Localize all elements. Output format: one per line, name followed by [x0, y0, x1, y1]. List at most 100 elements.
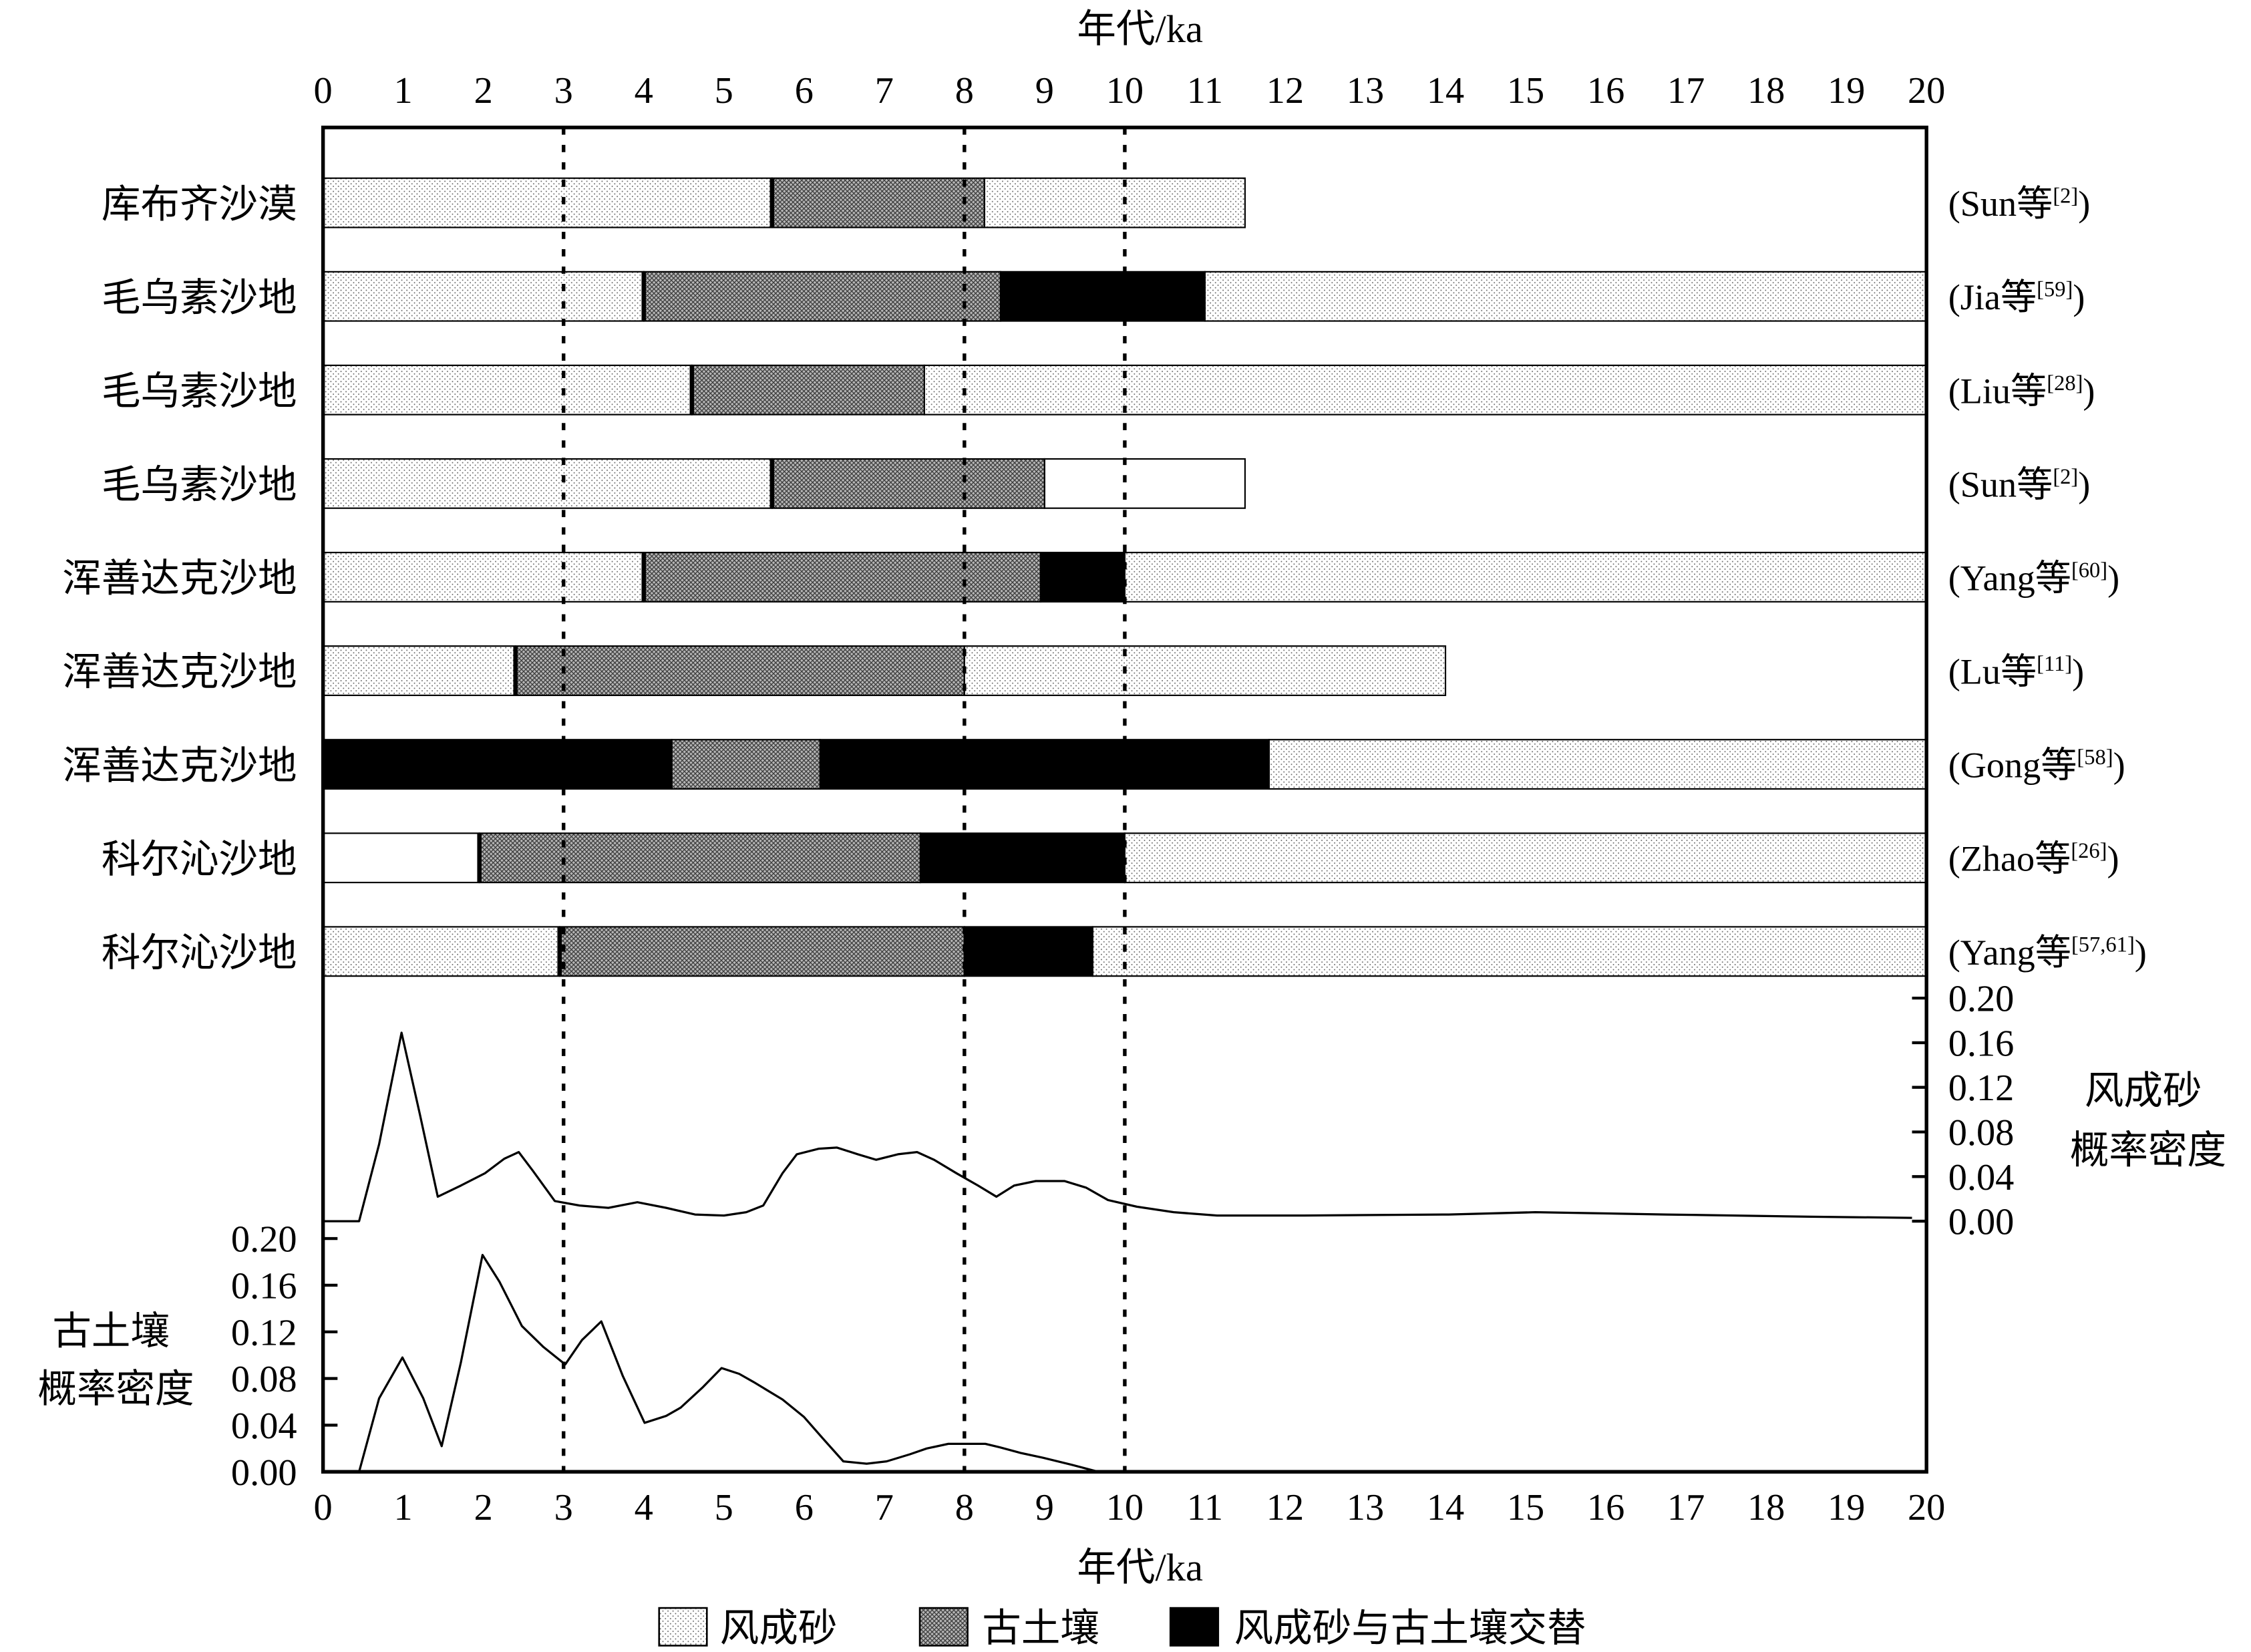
citation-author: (Yang等	[1948, 558, 2071, 598]
legend-swatch-paleosol	[918, 1607, 969, 1647]
top-x-tick-label: 7	[875, 70, 894, 112]
bar-segment	[322, 739, 673, 790]
bar-segment	[963, 926, 1093, 977]
citation-ref: [28]	[2047, 371, 2083, 395]
axes-layer: 0011223344556677889910101111121213131414…	[231, 70, 2014, 1528]
bar-segment	[478, 832, 921, 884]
bar-segment	[983, 177, 1246, 228]
citation-label: (Sun等[2])	[1948, 464, 2091, 504]
citation-close: )	[2078, 464, 2090, 504]
aeolian-y-tick-label: 0.20	[1948, 979, 2015, 1020]
citation-ref: [59]	[2037, 278, 2073, 302]
bar-row: 浑善达克沙地 (Yang等[60])	[62, 551, 2119, 603]
paleosol-y-tick-label: 0.08	[231, 1359, 297, 1400]
aeolian-density-curve	[323, 1031, 1912, 1222]
top-x-tick-label: 8	[955, 70, 974, 112]
bottom-x-tick-label: 4	[635, 1487, 653, 1528]
legend-swatch-alternating	[1169, 1607, 1220, 1647]
bar-row: 科尔沁沙地 (Zhao等[26])	[102, 832, 2119, 884]
legend-item-paleosol: 古土壤	[918, 1607, 1099, 1650]
top-x-tick-label: 15	[1507, 70, 1544, 112]
bar-segment	[1268, 739, 1928, 790]
bar-segment	[514, 645, 965, 696]
citation-author: (Gong等	[1948, 746, 2077, 786]
bottom-x-tick-label: 13	[1347, 1487, 1384, 1528]
bottom-x-tick-label: 0	[314, 1487, 333, 1528]
bar-row: 科尔沁沙地 (Yang等[57,61])	[102, 926, 2147, 977]
bar-segment	[322, 551, 645, 603]
legend-item-aeolian: 风成砂	[658, 1607, 838, 1650]
bottom-x-tick-label: 15	[1507, 1487, 1544, 1528]
paleosol-y-tick-label: 0.12	[231, 1312, 297, 1353]
citation-ref: [60]	[2071, 558, 2107, 583]
bar-row: 库布齐沙漠 (Sun等[2])	[102, 177, 2091, 228]
top-x-tick-label: 5	[715, 70, 733, 112]
aeolian-density-label-line2: 概率密度	[2070, 1128, 2226, 1172]
citation-label: (Yang等[57,61])	[1948, 933, 2147, 973]
bar-segment	[771, 177, 985, 228]
bottom-x-tick-label: 5	[715, 1487, 733, 1528]
bottom-x-tick-label: 7	[875, 1487, 894, 1528]
top-x-tick-label: 2	[474, 70, 493, 112]
site-label: 浑善达克沙地	[62, 744, 297, 788]
bar-segment	[322, 177, 773, 228]
bar-segment	[1039, 551, 1126, 603]
citation-close: )	[2107, 839, 2119, 879]
citation-author: (Zhao等	[1948, 839, 2071, 879]
citation-author: (Sun等	[1948, 184, 2053, 224]
site-label: 科尔沁沙地	[102, 838, 297, 881]
bottom-x-tick-label: 2	[474, 1487, 493, 1528]
plot-frame	[321, 126, 1928, 1474]
citation-close: )	[2083, 371, 2095, 411]
bottom-x-tick-label: 6	[795, 1487, 814, 1528]
top-x-tick-label: 9	[1035, 70, 1054, 112]
citation-ref: [57,61]	[2071, 933, 2135, 957]
citation-author: (Liu等	[1948, 371, 2047, 411]
paleosol-density-label: 古土壤 概率密度	[37, 1309, 194, 1411]
paleosol-y-tick-label: 0.00	[231, 1452, 297, 1494]
top-x-tick-label: 4	[635, 70, 653, 112]
bar-row: 毛乌素沙地 (Sun等[2])	[102, 458, 2091, 509]
citation-close: )	[2135, 933, 2147, 973]
legend-label-aeolian: 风成砂	[720, 1607, 838, 1650]
bottom-x-axis-title: 年代/ka	[1077, 1546, 1203, 1589]
citation-close: )	[2078, 184, 2090, 224]
citation-label: (Sun等[2])	[1948, 184, 2091, 224]
citation-close: )	[2072, 652, 2084, 692]
legend-label-paleosol: 古土壤	[982, 1607, 1099, 1650]
bar-segment	[322, 926, 560, 977]
aeolian-y-tick-label: 0.00	[1948, 1202, 2015, 1243]
site-label: 库布齐沙漠	[102, 182, 297, 226]
top-x-tick-label: 11	[1187, 70, 1223, 112]
top-x-tick-label: 13	[1347, 70, 1384, 112]
bottom-x-tick-label: 18	[1747, 1487, 1785, 1528]
bar-segment	[322, 458, 773, 509]
citation-label: (Zhao等[26])	[1948, 839, 2119, 879]
citation-ref: [58]	[2077, 746, 2113, 770]
bottom-x-tick-label: 14	[1427, 1487, 1464, 1528]
bottom-x-tick-label: 12	[1266, 1487, 1304, 1528]
bar-segment	[819, 739, 1270, 790]
citation-author: (Jia等	[1948, 277, 2037, 317]
legend-swatch-aeolian	[658, 1607, 708, 1647]
aeolian-y-tick-label: 0.04	[1948, 1157, 2015, 1198]
top-x-tick-label: 14	[1427, 70, 1464, 112]
aeolian-y-tick-label: 0.12	[1948, 1067, 2015, 1109]
citation-author: (Sun等	[1948, 464, 2053, 504]
top-x-tick-label: 18	[1747, 70, 1785, 112]
citation-close: )	[2113, 746, 2125, 786]
aeolian-density-label: 风成砂 概率密度	[2070, 1069, 2226, 1172]
paleosol-density-curve	[358, 1253, 1099, 1473]
top-x-tick-label: 1	[394, 70, 413, 112]
bar-row: 浑善达克沙地 (Gong等[58])	[62, 739, 2125, 790]
top-x-tick-label: 19	[1828, 70, 1865, 112]
bottom-x-tick-label: 8	[955, 1487, 974, 1528]
site-label: 毛乌素沙地	[102, 276, 297, 319]
bar-segment	[771, 458, 1045, 509]
site-label: 毛乌素沙地	[102, 464, 297, 507]
bar-row: 毛乌素沙地 (Liu等[28])	[102, 364, 2095, 416]
bottom-x-tick-label: 9	[1035, 1487, 1054, 1528]
bar-row: 毛乌素沙地 (Jia等[59])	[102, 271, 2085, 322]
bar-segment	[322, 271, 645, 322]
top-x-tick-label: 6	[795, 70, 814, 112]
